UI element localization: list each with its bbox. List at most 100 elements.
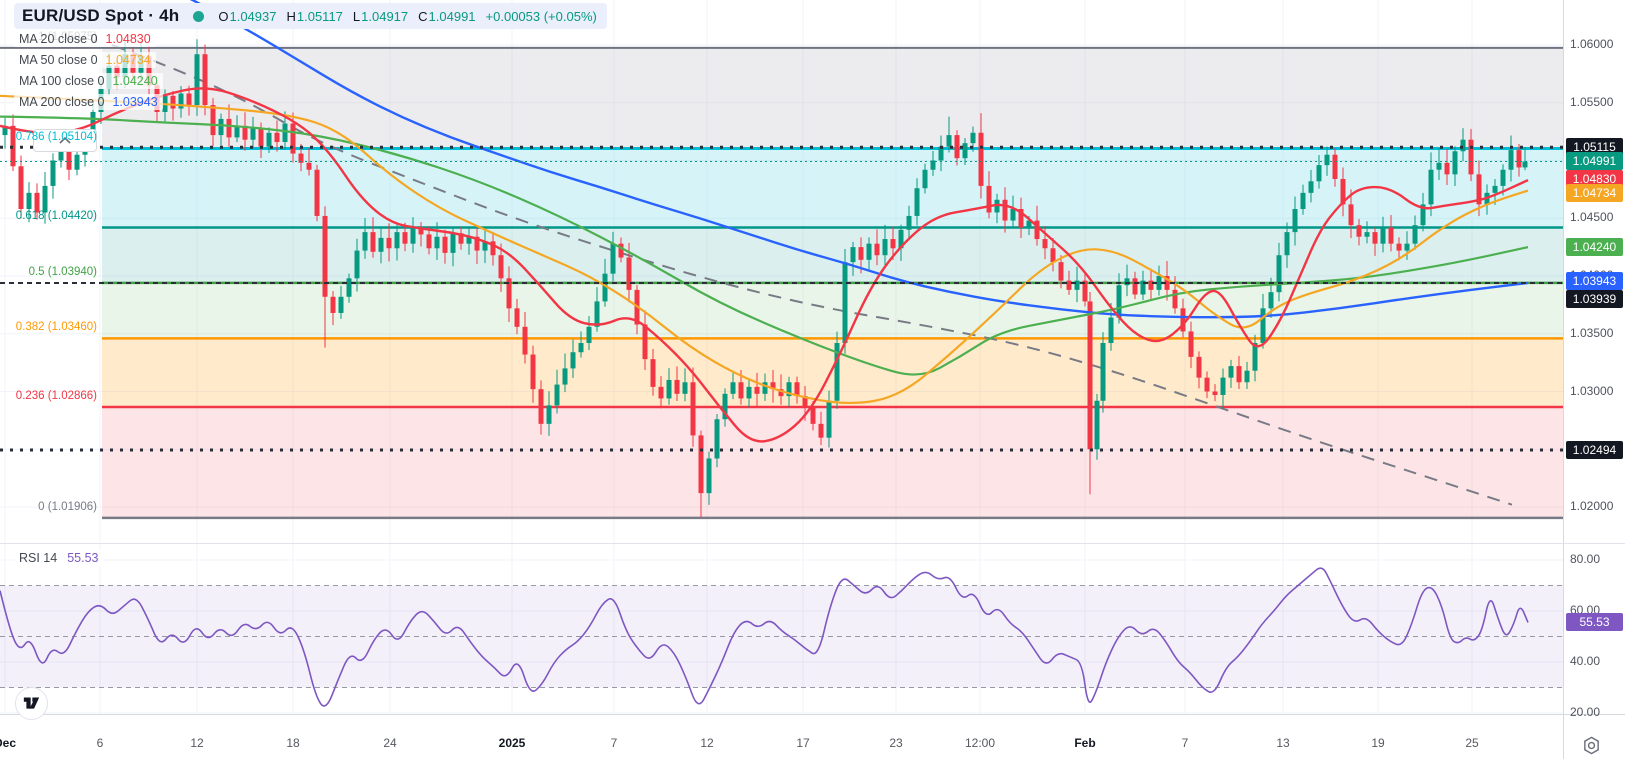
candle [1050,237,1056,272]
tradingview-logo[interactable] [15,687,48,720]
ma200-line[interactable] [140,0,1529,319]
candle [210,98,216,147]
candles-layer [2,39,1528,518]
collapse-labels-button[interactable] [33,129,97,152]
candle [1074,266,1080,303]
candle [314,164,320,222]
high-value: 1.05117 [296,8,343,24]
axis-settings-button[interactable] [1580,734,1602,756]
candle [1100,332,1106,413]
candle [746,379,752,408]
candle [1124,264,1130,297]
candle [874,229,880,266]
candle [794,376,800,404]
axis-price-label: 20.00 [1570,705,1601,719]
candle [986,171,992,219]
candle [426,226,432,255]
axis-price-badge: 1.02494 [1566,441,1623,459]
candle [218,113,224,146]
candle [978,113,984,199]
ma100-value: 1.04240 [112,74,158,88]
symbol-title[interactable]: EUR/USD Spot · 4h [22,6,180,25]
legend-row-ma100[interactable]: MA 100 close 0 1.04240 [14,73,163,89]
change-value: +0.00053 (+0.05%) [485,8,597,24]
candle [666,368,672,405]
candle [1452,146,1458,187]
fib-level-label: 0.786 (1.05104) [15,131,97,144]
candle [530,345,536,403]
candle [1396,237,1402,261]
rsi-pane[interactable] [0,567,1563,707]
chart-canvas[interactable] [0,0,1563,759]
candle [890,226,896,260]
candle [26,182,32,223]
axis-time-label: 7 [1181,736,1189,750]
candle [370,217,376,258]
candle [538,380,544,435]
market-status-icon[interactable] [193,10,205,22]
ohlc-values: O1.04937 H1.05117 L1.04917 C1.04991 +0.0… [218,8,597,24]
candle [50,153,56,199]
ma50-value: 1.04734 [105,53,151,67]
candle [682,368,688,402]
candle [690,367,696,447]
candle [202,44,208,116]
axis-price-badge: 55.53 [1566,613,1623,631]
candle [922,163,928,194]
candle [1108,302,1114,351]
downtrend-line[interactable] [111,44,1513,506]
axis-price-label: 1.06000 [1570,37,1614,51]
time-axis-separator [0,714,1625,715]
candle [1164,260,1170,301]
candle [714,413,720,468]
axis-price-label: 1.04500 [1570,210,1614,224]
candle [1042,226,1048,260]
candle [1252,334,1258,382]
candle [1420,192,1426,232]
ma20-line[interactable] [0,87,1529,443]
legend-row-ma200[interactable]: MA 200 close 0 1.03943 [14,94,163,110]
symbol-header[interactable]: EUR/USD Spot · 4h O1.04937 H1.05117 L1.0… [14,3,607,29]
candle [1444,149,1450,185]
candle [1140,270,1146,301]
legend-row-ma20[interactable]: MA 20 close 0 1.04830 [14,31,156,47]
axis-time-label: 12 [700,736,714,750]
candle [346,273,352,303]
candle [1156,265,1162,296]
candle [1276,242,1282,302]
candle [338,285,344,319]
candle [522,311,528,364]
pane-divider[interactable] [0,543,1625,544]
candle [834,331,840,409]
rsi-legend-row[interactable]: RSI 14 55.53 [14,550,104,566]
candle [578,331,584,358]
candle [962,138,968,165]
candle [1087,292,1093,495]
axis-time-label: 12 [190,736,204,750]
rsi-label: RSI 14 [19,551,58,565]
axis-time-label: 12:00 [964,736,996,750]
candle [610,231,616,282]
candle [1516,144,1522,177]
candle [642,310,648,370]
axis-time-label: 24 [383,736,397,750]
legend-row-ma50[interactable]: MA 50 close 0 1.04734 [14,52,156,68]
axis-time-label: 2025 [498,736,526,750]
candle [786,376,792,407]
candle [1094,393,1100,460]
candle [1508,135,1514,182]
fib-retracement[interactable] [0,46,1563,520]
candle [554,369,560,414]
candle [1522,146,1528,171]
candle [194,39,200,116]
axis-time-label: 7 [610,736,618,750]
candle [474,227,480,264]
fib-level-label: 0.236 (1.02866) [15,389,97,402]
candle [1332,148,1338,187]
candle [1348,189,1354,239]
axis-price-label: 80.00 [1570,552,1601,566]
candle [514,298,520,335]
candle [914,178,920,226]
candle [1404,231,1410,260]
candle [946,116,952,153]
